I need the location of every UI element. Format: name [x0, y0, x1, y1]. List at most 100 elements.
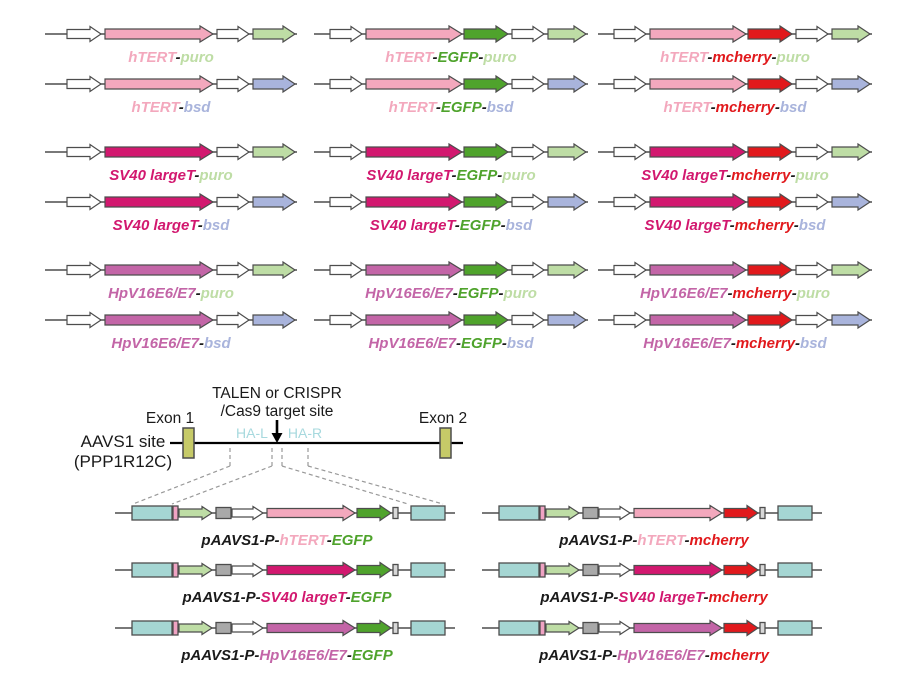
label-part: - — [478, 49, 483, 66]
construct-label: HpV16E6/E7-bsd — [111, 335, 231, 352]
label-part: pAAVS1-P- — [539, 589, 618, 606]
selection-arrow — [831, 260, 872, 280]
label-part: - — [327, 532, 332, 549]
knockin-construct-pAAVS1-P-SV40-largeT-mcherry: pAAVS1-P-SV40 largeT-mcherry — [482, 561, 822, 606]
orf-arrow — [598, 505, 632, 521]
label-part: - — [482, 99, 487, 116]
construct-label: SV40 largeT-bsd — [113, 217, 231, 234]
reporter-arrow — [723, 619, 760, 637]
selection-arrow — [831, 74, 872, 94]
label-part: - — [501, 217, 506, 234]
selection-arrow — [547, 192, 588, 212]
gene-arrow — [104, 24, 215, 44]
selection-arrow — [252, 74, 297, 94]
small-element-bar — [539, 505, 546, 521]
reporter-arrow — [723, 504, 760, 522]
selection-arrow — [252, 310, 297, 330]
construct-HpV16E6-E7-mcherry-bsd: HpV16E6/E7-mcherry-bsd — [598, 310, 872, 352]
label-part: - — [728, 285, 733, 302]
dashed-guide — [171, 465, 273, 505]
orf-arrow — [231, 562, 265, 578]
promoter-box — [215, 563, 232, 577]
label-part: bsd — [800, 335, 828, 352]
construct-label: SV40 largeT-EGFP-puro — [366, 167, 535, 184]
label-part: - — [731, 335, 736, 352]
orf-arrow — [66, 143, 103, 161]
construct-SV40-largeT-bsd: SV40 largeT-bsd — [45, 192, 297, 234]
label-part: - — [790, 167, 795, 184]
orf-arrow — [216, 261, 251, 279]
construct-label: HpV16E6/E7-mcherry-bsd — [643, 335, 827, 352]
orf-arrow — [598, 562, 632, 578]
orf-arrow — [795, 25, 830, 43]
label-part: - — [775, 99, 780, 116]
construct-SV40-largeT-mcherry-bsd: SV40 largeT-mcherry-bsd — [598, 192, 872, 234]
label-part: bsd — [799, 217, 827, 234]
reporter-arrow — [356, 561, 393, 579]
selection-arrow — [547, 310, 588, 330]
gene-arrow — [104, 192, 215, 212]
selection-arrow — [831, 192, 872, 212]
selection-arrow — [252, 260, 297, 280]
construct-label: hTERT-mcherry-bsd — [663, 99, 807, 116]
reporter-arrow — [463, 310, 510, 330]
label-part: HpV16E6/E7 — [617, 647, 705, 664]
reporter-arrow — [463, 192, 510, 212]
label-part: HpV16E6/E7 — [111, 335, 199, 352]
reporter-arrow — [747, 260, 794, 280]
label-part: hTERT — [660, 49, 710, 66]
label-part: hTERT — [128, 49, 178, 66]
orf-arrow — [329, 143, 364, 161]
knockin-construct-pAAVS1-P-hTERT-EGFP: pAAVS1-P-hTERT-EGFP — [115, 504, 455, 549]
label-part: mcherry — [736, 335, 796, 352]
orf-arrow — [511, 193, 546, 211]
orf-arrow — [216, 25, 251, 43]
gene-arrow — [365, 260, 464, 280]
label-part: EGFP — [441, 99, 483, 116]
label-part: - — [497, 167, 502, 184]
construct-label: HpV16E6/E7-EGFP-puro — [365, 285, 537, 302]
selection-arrow — [178, 562, 214, 578]
selection-arrow — [545, 505, 581, 521]
small-element-bar — [539, 562, 546, 578]
promoter-box — [582, 621, 599, 635]
label-part: HpV16E6/E7 — [640, 285, 728, 302]
label-part: - — [175, 49, 180, 66]
exon1-label: Exon 1 — [146, 410, 194, 427]
label-part: - — [198, 217, 203, 234]
label-part: - — [707, 49, 712, 66]
ha-l-box — [131, 505, 173, 521]
label-part: hTERT — [389, 99, 439, 116]
selection-arrow — [547, 24, 588, 44]
label-part: - — [703, 589, 708, 606]
orf-arrow — [613, 311, 648, 329]
selection-arrow — [252, 24, 297, 44]
label-part: mcherry — [712, 49, 772, 66]
construct-label: HpV16E6/E7-puro — [108, 285, 234, 302]
orf-arrow — [231, 620, 265, 636]
orf-arrow — [66, 193, 103, 211]
orf-arrow — [795, 75, 830, 93]
label-part: - — [499, 285, 504, 302]
small-element-bar — [172, 620, 179, 636]
orf-arrow — [329, 193, 364, 211]
label-part: - — [795, 335, 800, 352]
construct-label: hTERT-bsd — [132, 99, 212, 116]
construct-label: HpV16E6/E7-mcherry-puro — [640, 285, 830, 302]
construct-label: hTERT-puro — [128, 49, 214, 66]
selection-arrow — [545, 620, 581, 636]
ha-r-box — [777, 505, 813, 521]
dashed-guide — [132, 465, 231, 505]
label-part: - — [179, 99, 184, 116]
label-part: - — [196, 285, 201, 302]
ha-r-box — [410, 505, 446, 521]
selection-arrow — [831, 142, 872, 162]
reporter-arrow — [747, 192, 794, 212]
orf-arrow — [511, 261, 546, 279]
construct-hTERT-EGFP-puro: hTERT-EGFP-puro — [314, 24, 588, 66]
label-part: hTERT — [663, 99, 713, 116]
label-part: - — [347, 647, 352, 664]
orf-arrow — [216, 311, 251, 329]
label-part: bsd — [487, 99, 515, 116]
gene-arrow — [266, 504, 357, 522]
